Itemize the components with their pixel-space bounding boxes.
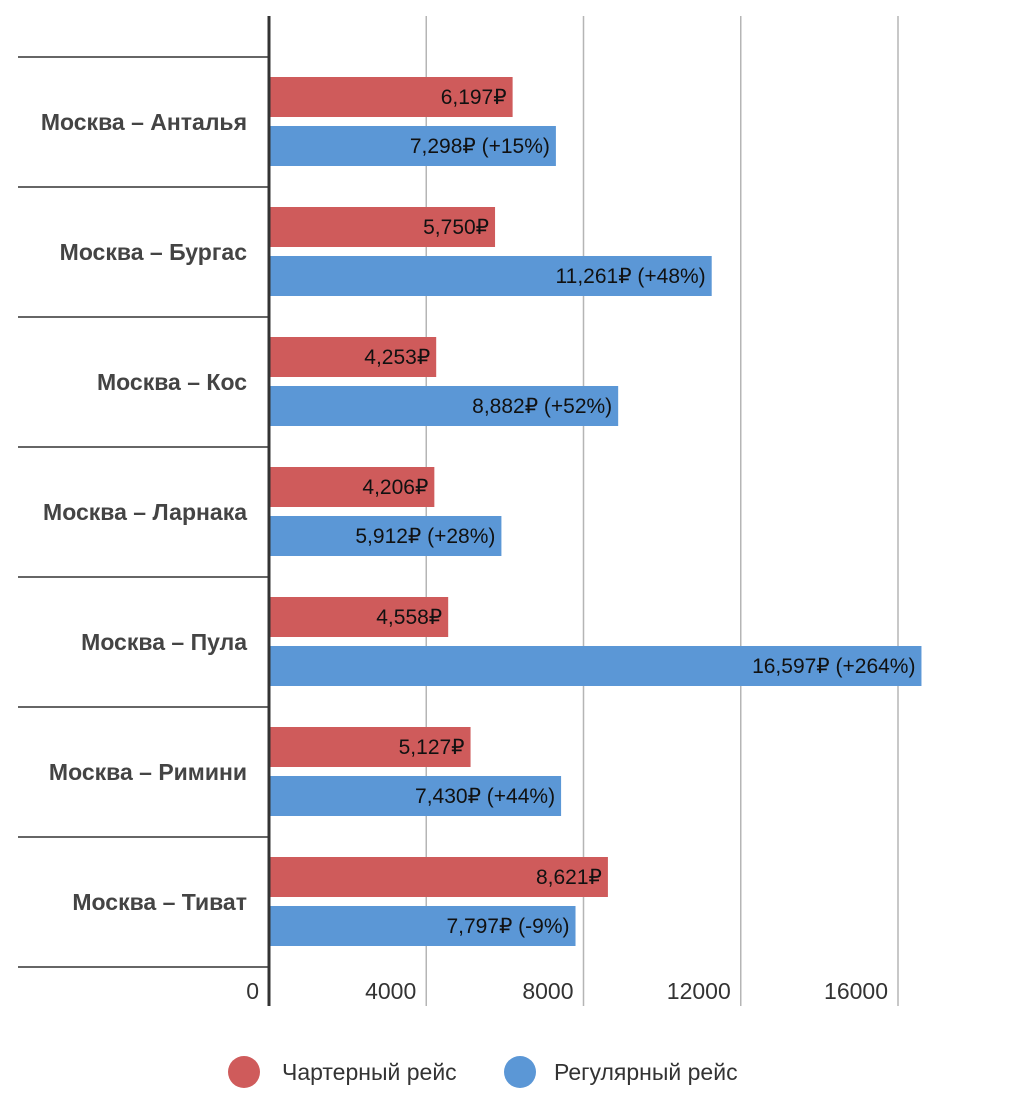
category-label: Москва – Анталья	[41, 109, 247, 135]
charter-bar	[269, 467, 435, 507]
x-tick-label: 0	[246, 978, 259, 1004]
regular-bar-label: 11,261₽ (+48%)	[556, 265, 706, 288]
charter-bar	[269, 337, 437, 377]
regular-bar-label: 8,882₽ (+52%)	[472, 395, 612, 418]
charter-bar-label: 4,206₽	[362, 476, 428, 499]
charter-bar	[269, 727, 471, 767]
regular-bar-label: 7,430₽ (+44%)	[415, 785, 555, 808]
category-label: Москва – Пула	[81, 629, 247, 655]
charter-bar	[269, 597, 449, 637]
regular-bar-label: 7,298₽ (+15%)	[410, 135, 550, 158]
regular-bar-label: 5,912₽ (+28%)	[355, 525, 495, 548]
charter-bar-label: 5,750₽	[423, 216, 489, 239]
category-label: Москва – Бургас	[60, 239, 248, 265]
regular-bar	[269, 646, 922, 686]
charter-legend-swatch	[228, 1056, 260, 1088]
regular-legend-label: Регулярный рейс	[554, 1059, 738, 1085]
charter-bar-label: 8,621₽	[536, 866, 602, 889]
category-label: Москва – Ларнака	[43, 499, 247, 525]
charter-bar-label: 4,253₽	[364, 346, 430, 369]
regular-bar	[269, 906, 576, 946]
category-label: Москва – Тиват	[72, 889, 247, 915]
charter-bar-label: 5,127₽	[399, 736, 465, 759]
regular-bar	[269, 126, 556, 166]
charter-bar	[269, 207, 496, 247]
x-tick-label: 8000	[522, 978, 573, 1004]
charter-bar	[269, 857, 608, 897]
x-tick-label: 4000	[365, 978, 416, 1004]
x-tick-label: 12000	[667, 978, 731, 1004]
regular-bar	[269, 256, 712, 296]
category-label: Москва – Римини	[49, 759, 247, 785]
regular-bar	[269, 516, 502, 556]
regular-bar	[269, 386, 619, 426]
x-tick-label: 16000	[824, 978, 888, 1004]
regular-legend-swatch	[504, 1056, 536, 1088]
charter-bar-label: 4,558₽	[376, 606, 442, 629]
regular-bar-label: 16,597₽ (+264%)	[752, 655, 915, 678]
charter-bar-label: 6,197₽	[441, 86, 507, 109]
category-label: Москва – Кос	[97, 369, 247, 395]
charter-bar	[269, 77, 513, 117]
charter-legend-label: Чартерный рейс	[282, 1059, 457, 1085]
regular-bar-label: 7,797₽ (-9%)	[446, 915, 569, 938]
regular-bar	[269, 776, 562, 816]
